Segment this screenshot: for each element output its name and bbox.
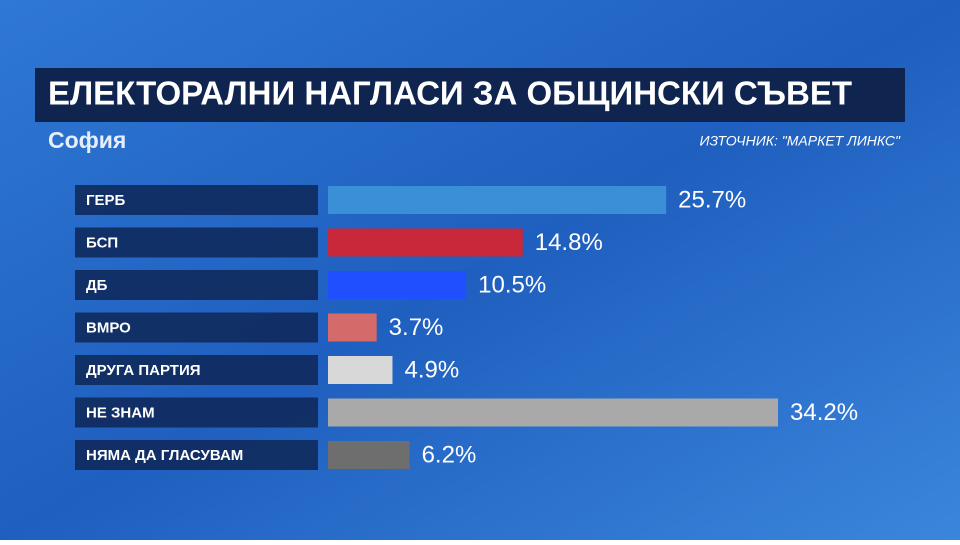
chart-title: ЕЛЕКТОРАЛНИ НАГЛАСИ ЗА ОБЩИНСКИ СЪВЕТ: [48, 75, 852, 112]
bar: [328, 356, 393, 384]
category-label: НЯМА ДА ГЛАСУВАМ: [86, 447, 243, 464]
category-box: [75, 312, 318, 343]
value-label: 10.5%: [478, 271, 546, 298]
category-label: ГЕРБ: [86, 192, 126, 209]
category-box: [75, 355, 318, 385]
category-label: ДБ: [86, 277, 108, 294]
source: ИЗТОЧНИК: "МАРКЕТ ЛИНКС": [700, 133, 901, 149]
chart-subtitle: София: [48, 127, 126, 153]
category-box: [75, 270, 318, 300]
bar: [328, 398, 778, 427]
title-banner: [35, 68, 905, 122]
category-label: ВМРО: [86, 319, 131, 336]
category-box: [75, 440, 318, 470]
category-label: ДРУГА ПАРТИЯ: [86, 362, 201, 379]
value-label: 14.8%: [535, 229, 603, 256]
bar: [328, 271, 467, 299]
category-label: БСП: [86, 234, 118, 251]
bar: [328, 441, 410, 469]
value-label: 6.2%: [422, 441, 477, 468]
category-box: [75, 397, 318, 428]
value-label: 3.7%: [389, 314, 444, 341]
value-label: 25.7%: [678, 186, 746, 213]
value-label: 4.9%: [404, 356, 459, 383]
category-label: НЕ ЗНАМ: [86, 404, 155, 421]
bar: [328, 313, 377, 342]
bar: [328, 228, 523, 257]
bar: [328, 186, 667, 214]
category-box: [75, 227, 318, 258]
value-label: 34.2%: [790, 399, 858, 426]
category-box: [75, 185, 318, 215]
